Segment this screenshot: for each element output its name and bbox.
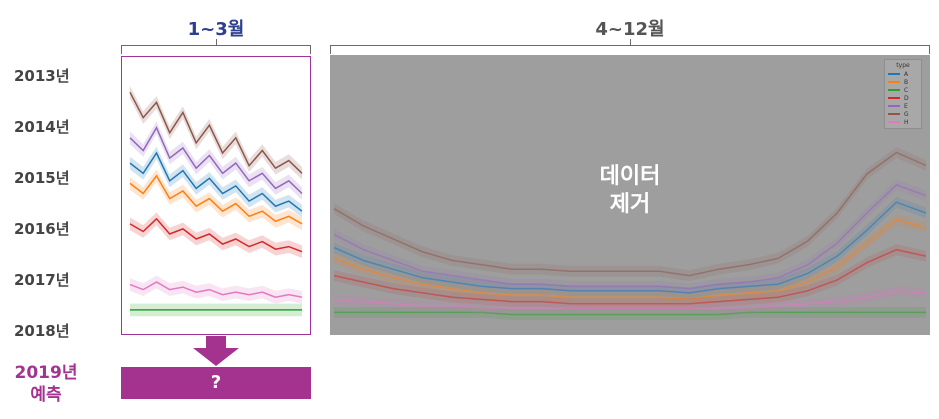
series-line-E [129,126,303,195]
apr-dec-bracket [330,39,930,54]
prediction-label: 2019년 예측 [4,362,88,406]
legend-item-E: E [888,102,918,110]
legend-item-D: D [888,94,918,102]
removed-data-label: 데이터 제거 [580,163,680,219]
prediction-sub-label: 예측 [30,385,62,405]
series-line-G [333,151,927,277]
series-line-E [333,184,927,290]
legend-swatch [888,81,900,83]
band-C [334,307,926,320]
year-label-2015: 2015년 [14,169,70,187]
band-A [130,146,302,218]
legend-label: A [904,70,909,78]
series-line-H [129,281,303,298]
legend-label: E [904,102,908,110]
jan-mar-plot [129,86,303,317]
legend-swatch [888,89,900,91]
legend-label: H [904,118,909,126]
legend-item-C: C [888,86,918,94]
legend-item-B: B [888,78,918,86]
legend-item-A: A [888,70,918,78]
apr-dec-title: 4~12월 [595,19,665,40]
series-line-B [129,174,303,225]
jan-mar-bracket [121,39,311,54]
down-arrow-icon [193,336,239,366]
year-label-2018: 2018년 [14,322,70,340]
band-B [130,169,302,231]
legend-swatch [888,97,900,99]
year-label-2013: 2013년 [14,67,70,85]
legend-swatch [888,105,900,107]
series-line-C [334,311,926,316]
band-G [130,86,302,180]
legend-swatch [888,113,900,115]
apr-dec-plot [333,147,927,320]
legend-label: D [904,94,909,102]
band-D [334,244,926,310]
series-line-B [333,218,927,301]
prediction-year: 2019년 [14,363,78,383]
year-label-2017: 2017년 [14,271,70,289]
series-line-A [129,151,303,212]
legend-label: C [904,86,909,94]
legend-swatch [888,73,900,75]
series-line-A [333,201,927,294]
prediction-bar: ? [121,367,311,399]
legend-label: G [904,110,909,118]
jan-mar-title: 1~3월 [187,19,245,40]
jan-mar-chart [121,56,311,335]
band-D [130,212,302,258]
removed-label-line-2: 제거 [609,192,651,217]
legend-label: B [904,78,909,86]
band-H [130,275,302,304]
series-line-G [129,91,303,174]
year-label-2014: 2014년 [14,118,70,136]
series-line-D [129,217,303,253]
series-line-H [333,290,927,309]
removed-label-line-1: 데이터 [599,164,661,189]
legend-item-G: G [888,110,918,118]
legend-swatch [888,121,900,123]
year-label-2016: 2016년 [14,220,70,238]
series-line-D [333,248,927,305]
legend-item-H: H [888,118,918,126]
band-E [130,121,302,200]
